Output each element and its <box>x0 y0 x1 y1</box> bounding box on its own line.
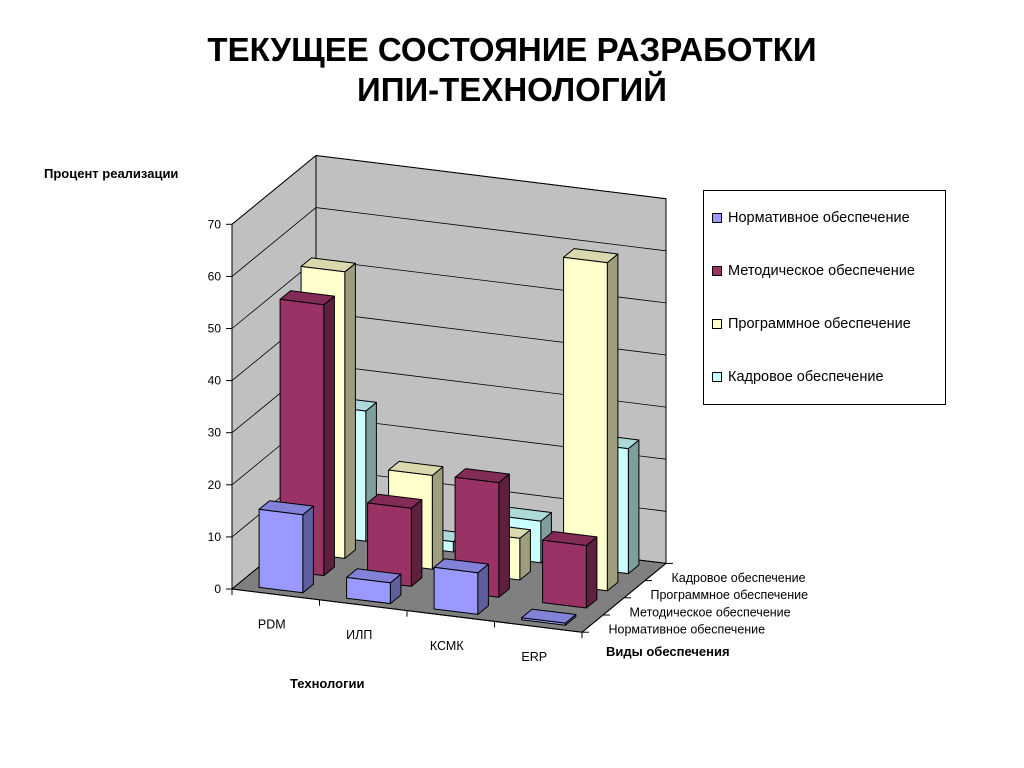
bar-top-face <box>300 257 356 273</box>
legend-item-staff: Кадровое обеспечение <box>712 367 884 387</box>
depth-axis-title: Виды обеспечения <box>606 644 730 659</box>
bar-top-face <box>367 493 423 509</box>
bar-top-face <box>563 248 619 264</box>
legend-label: Программное обеспечение <box>728 316 911 332</box>
slide-title-line-1: ТЕКУЩЕЕ СОСТОЯНИЕ РАЗРАБОТКИ <box>207 31 817 68</box>
bar <box>433 558 489 615</box>
bar-top-face <box>521 608 577 624</box>
legend-swatch <box>712 213 722 223</box>
x-axis-title: Технологии <box>290 676 365 691</box>
z-tick-label: 20 <box>208 478 222 492</box>
legend-swatch <box>712 266 722 276</box>
z-tick-label: 70 <box>208 217 222 231</box>
x-tick-label: ИЛП <box>346 628 372 642</box>
x-tick-label: ERP <box>521 650 547 664</box>
x-tick-label: PDM <box>258 617 286 631</box>
bar-top-face <box>279 290 335 306</box>
bar-side-face <box>431 466 444 570</box>
bar <box>367 493 423 587</box>
bar-top-face <box>542 531 598 546</box>
legend-item-normative: Нормативное обеспечение <box>712 208 910 228</box>
bar <box>258 500 314 594</box>
gridline <box>231 207 667 277</box>
bar-side-face <box>323 295 335 577</box>
z-tick-label: 40 <box>208 374 222 388</box>
z-tick-label: 30 <box>208 426 222 440</box>
z-tick-label: 50 <box>208 322 222 336</box>
bar-top-face <box>346 568 402 584</box>
bar-top-face <box>258 500 314 516</box>
bar <box>542 531 598 609</box>
bar-side-face <box>627 439 640 575</box>
chart-legend: Нормативное обеспечение Методическое обе… <box>703 190 946 405</box>
depth-tick-label: Кадровое обеспечение <box>672 571 806 585</box>
z-tick-label: 0 <box>214 582 221 596</box>
x-tick-label: КСМК <box>430 639 464 653</box>
bar-side-face <box>606 253 619 592</box>
legend-label: Нормативное обеспечение <box>728 210 910 226</box>
bar-front-face <box>258 508 304 594</box>
bar-top-face <box>433 558 489 574</box>
chart-bars <box>258 248 640 626</box>
slide-title-line-2: ИПИ-ТЕХНОЛОГИЙ <box>357 71 667 108</box>
legend-swatch <box>712 319 722 329</box>
bar <box>521 608 577 626</box>
bar-side-face <box>585 536 598 609</box>
gridline <box>231 155 667 225</box>
z-axis-title: Процент реализации <box>44 166 179 181</box>
bar-side-face <box>302 505 314 594</box>
bar-top-face <box>388 460 444 476</box>
bar-front-face <box>542 539 587 609</box>
slide-title: ТЕКУЩЕЕ СОСТОЯНИЕ РАЗРАБОТКИ ИПИ-ТЕХНОЛО… <box>0 30 1024 110</box>
depth-tick-label: Программное обеспечение <box>651 588 809 602</box>
depth-tick-label: Методическое обеспечение <box>630 605 791 619</box>
bar <box>563 248 619 592</box>
legend-swatch <box>712 372 722 382</box>
bar-side-face <box>410 499 423 587</box>
depth-tick-label: Нормативное обеспечение <box>609 623 766 637</box>
bar <box>346 568 402 605</box>
bar-side-face <box>344 262 356 559</box>
bar-side-face <box>498 473 510 598</box>
legend-label: Методическое обеспечение <box>728 263 915 279</box>
bar-top-face <box>454 468 510 484</box>
bar-front-face <box>433 566 479 615</box>
z-tick-label: 10 <box>208 530 222 544</box>
z-tick-label: 60 <box>208 269 222 283</box>
chart-axes: 0 10 20 30 40 50 60 70 PDM ИЛП КСМК ERP Нормативное … <box>208 217 809 664</box>
legend-item-methodical: Методическое обеспечение <box>712 261 915 281</box>
legend-label: Кадровое обеспечение <box>728 369 884 385</box>
legend-item-software: Программное обеспечение <box>712 314 911 334</box>
